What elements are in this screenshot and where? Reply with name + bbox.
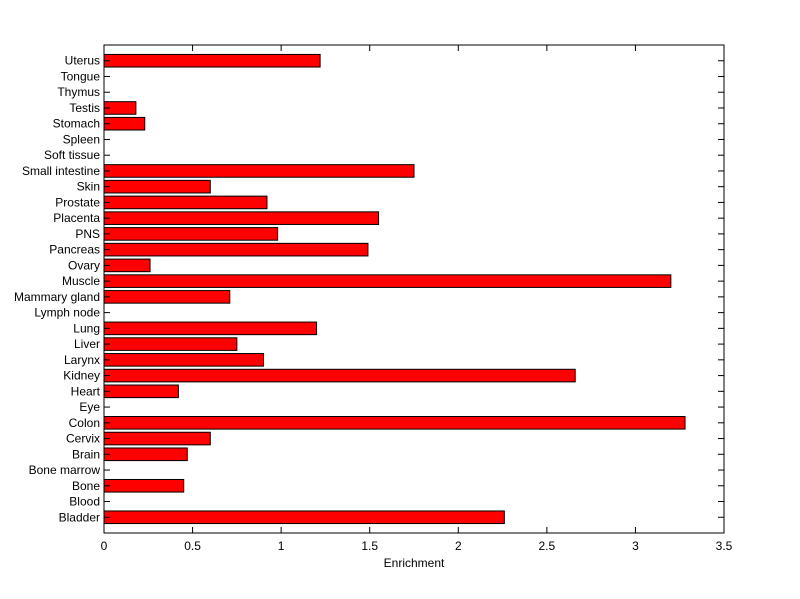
y-tick-label: Eye <box>79 400 100 414</box>
y-tick-label: Lymph node <box>34 306 100 320</box>
bar-pancreas <box>103 242 369 257</box>
y-tick-label: Larynx <box>64 353 100 367</box>
bar-cervix <box>103 431 211 446</box>
bar-uterus <box>103 53 321 68</box>
plot-frame <box>103 44 725 534</box>
bar-brain <box>103 447 188 462</box>
x-tick-label: 3.5 <box>716 539 733 553</box>
y-tick-label: Pancreas <box>49 243 100 257</box>
x-tick-label: 1.5 <box>361 539 378 553</box>
bar-kidney <box>103 368 576 383</box>
bar-ovary <box>103 258 151 273</box>
bar-prostate <box>103 195 268 210</box>
bar-skin <box>103 179 211 194</box>
y-tick-label: Placenta <box>53 211 100 225</box>
bar-pns <box>103 227 279 241</box>
x-tick-label: 2.5 <box>539 539 556 553</box>
bar-colon <box>103 416 686 430</box>
x-tick-labels: 0 0.5 1 1.5 2 2.5 3 3.5 <box>101 539 733 553</box>
y-tick-label: Tongue <box>61 69 101 83</box>
y-tick-label: Testis <box>69 101 100 115</box>
y-tick-label: Stomach <box>53 117 100 131</box>
y-tick-label: Bladder <box>59 510 100 524</box>
y-tick-label: Bone marrow <box>29 463 101 477</box>
bar-bladder <box>103 510 505 525</box>
y-tick-label: Thymus <box>57 85 100 99</box>
x-tick-label: 0.5 <box>184 539 201 553</box>
y-tick-label: Colon <box>69 416 100 430</box>
bar-muscle <box>103 274 672 288</box>
y-tick-label: Soft tissue <box>44 148 100 162</box>
y-tick-label: Ovary <box>68 258 100 272</box>
bar-larynx <box>103 353 264 367</box>
y-tick-label: PNS <box>75 227 100 241</box>
y-tick-label: Prostate <box>55 195 100 209</box>
x-tick-label: 1 <box>278 539 285 553</box>
y-tick-label: Blood <box>69 495 100 509</box>
plot-area <box>104 45 724 533</box>
y-tick-label: Heart <box>71 384 101 398</box>
y-tick-label: Mammary gland <box>14 290 100 304</box>
bar-heart <box>103 384 179 399</box>
bar-placenta <box>103 211 380 225</box>
y-tick-label: Bone <box>72 479 100 493</box>
y-tick-label: Lung <box>73 321 100 335</box>
y-tick-label: Brain <box>72 447 100 461</box>
bar-mammary-gland <box>103 290 231 304</box>
x-tick-label: 3 <box>632 539 639 553</box>
y-tick-label: Cervix <box>66 432 100 446</box>
y-tick-label: Uterus <box>65 54 100 68</box>
y-tick-label: Skin <box>77 180 100 194</box>
bar-small-intestine <box>103 164 415 178</box>
y-tick-label: Kidney <box>63 369 100 383</box>
bar-stomach <box>103 116 146 131</box>
y-tick-label: Muscle <box>62 274 100 288</box>
y-tick-label: Small intestine <box>22 164 100 178</box>
y-tick-label: Spleen <box>63 132 100 146</box>
x-tick-label: 2 <box>455 539 462 553</box>
bar-lung <box>103 321 318 336</box>
y-tick-label: Liver <box>74 337 100 351</box>
x-tick-label: 0 <box>101 539 108 553</box>
bar-liver <box>103 337 238 351</box>
bar-bone <box>103 478 185 493</box>
x-axis-title: Enrichment <box>384 556 445 570</box>
